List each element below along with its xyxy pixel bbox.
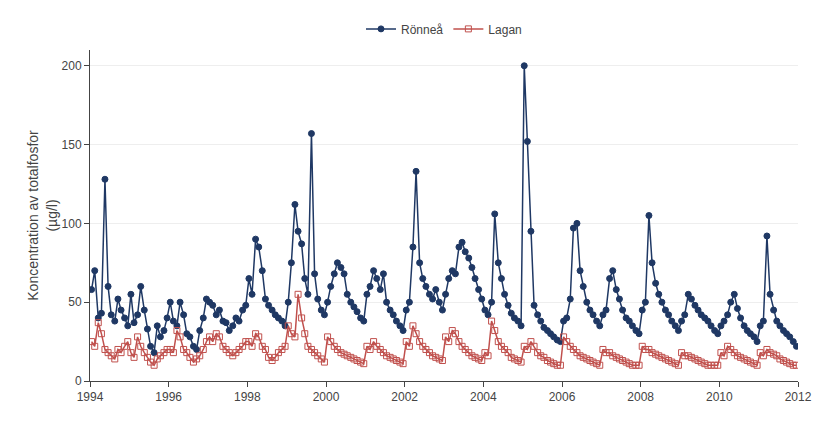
svg-text:2000: 2000 bbox=[313, 390, 340, 404]
svg-text:200: 200 bbox=[62, 59, 82, 73]
svg-text:2004: 2004 bbox=[470, 390, 497, 404]
svg-text:2012: 2012 bbox=[785, 390, 812, 404]
svg-text:1996: 1996 bbox=[155, 390, 182, 404]
svg-text:2006: 2006 bbox=[549, 390, 576, 404]
svg-text:50: 50 bbox=[68, 295, 82, 309]
svg-text:Koncentration av totalfosfor(µ: Koncentration av totalfosfor(µg/l) bbox=[25, 130, 59, 301]
svg-text:Rönneå: Rönneå bbox=[401, 23, 443, 37]
svg-text:0: 0 bbox=[75, 374, 82, 388]
svg-text:Lagan: Lagan bbox=[488, 23, 521, 37]
svg-text:100: 100 bbox=[62, 217, 82, 231]
svg-text:150: 150 bbox=[62, 138, 82, 152]
svg-text:2002: 2002 bbox=[391, 390, 418, 404]
svg-text:2008: 2008 bbox=[627, 390, 654, 404]
svg-text:2010: 2010 bbox=[706, 390, 733, 404]
svg-text:1998: 1998 bbox=[234, 390, 261, 404]
svg-text:1994: 1994 bbox=[77, 390, 104, 404]
